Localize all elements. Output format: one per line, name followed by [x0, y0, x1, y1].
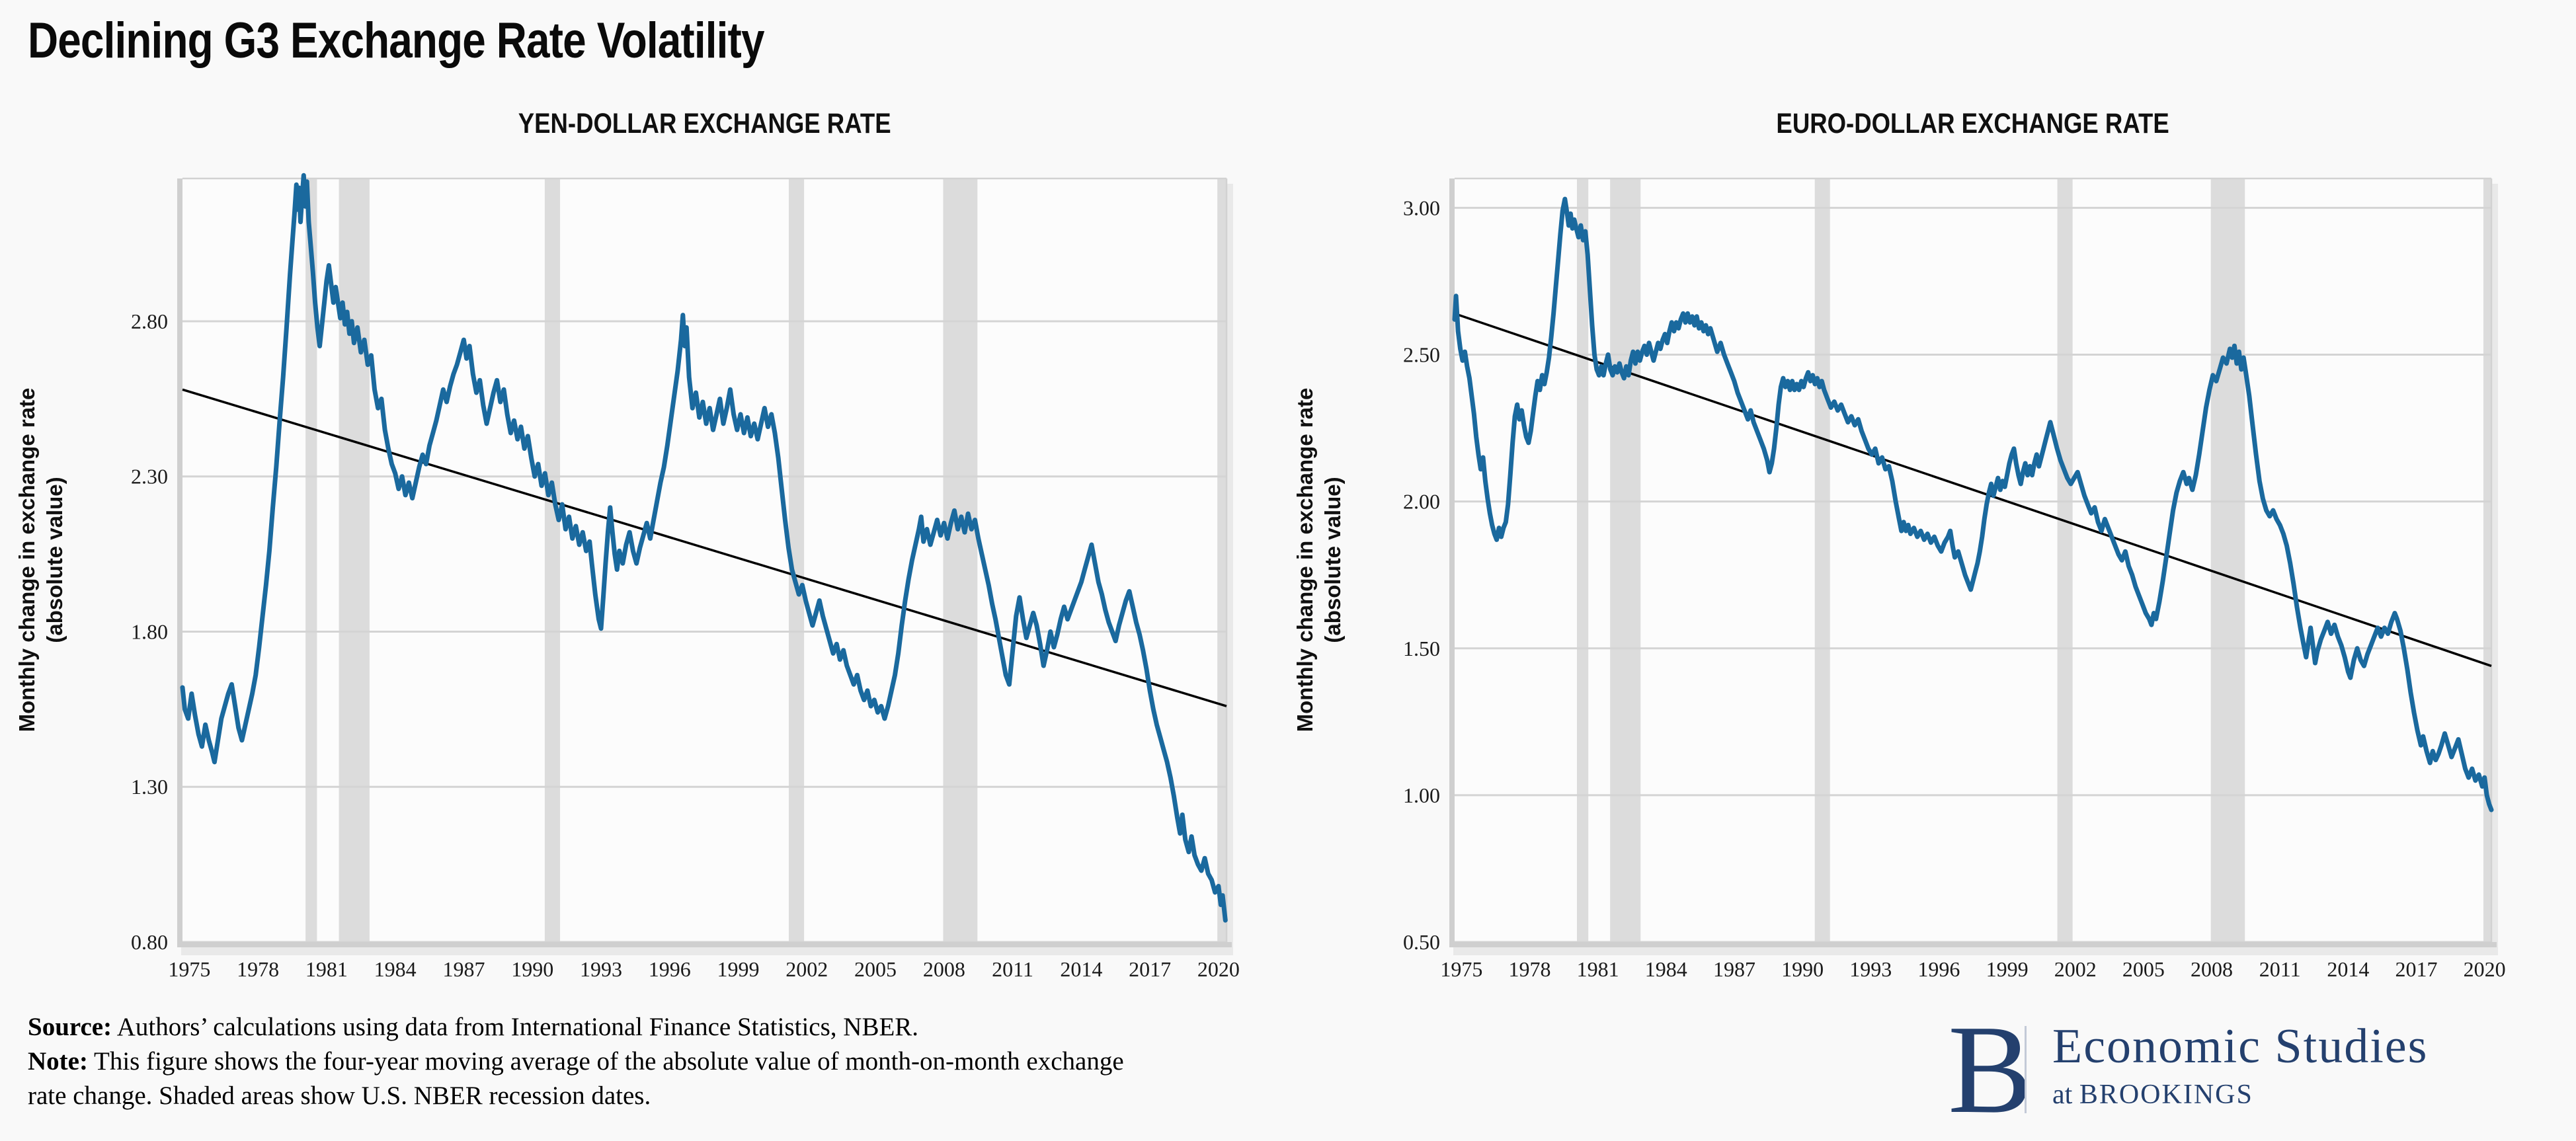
x-tick-label: 2020	[2464, 957, 2506, 981]
x-tick-label: 2008	[2191, 957, 2233, 981]
x-tick-label: 1975	[1440, 957, 1482, 981]
recession-band	[2210, 178, 2245, 942]
x-tick-label: 1999	[1986, 957, 2029, 981]
x-tick-label: 1984	[374, 957, 417, 981]
logo-text: Economic Studies at BROOKINGS	[2052, 1022, 2428, 1109]
x-tick-label: 2014	[2327, 957, 2369, 981]
note-label: Note:	[28, 1046, 88, 1076]
x-tick-label: 1981	[305, 957, 348, 981]
y-tick-label: 1.30	[131, 775, 168, 799]
x-tick-label: 1996	[649, 957, 691, 981]
x-tick-label: 1987	[442, 957, 485, 981]
y-axis-line	[1449, 178, 1455, 947]
x-tick-label: 2011	[992, 957, 1033, 981]
x-tick-label: 2005	[854, 957, 897, 981]
logo-economic-studies: Economic Studies	[2052, 1019, 2429, 1074]
recession-band	[1576, 178, 1589, 942]
page-title-text: Declining G3 Exchange Rate Volatility	[28, 13, 764, 69]
x-tick-label: 2017	[1129, 957, 1171, 981]
recession-band	[1814, 178, 1830, 942]
page-title: Declining G3 Exchange Rate Volatility	[28, 13, 905, 69]
x-tick-label: 2002	[785, 957, 828, 981]
source-line: Source: Authors’ calculations using data…	[28, 1010, 1139, 1044]
y-axis-line	[177, 178, 182, 947]
y-tick-label: 2.80	[131, 309, 168, 333]
recession-band	[339, 178, 370, 942]
x-tick-label: 1990	[511, 957, 553, 981]
x-tick-label: 2011	[2259, 957, 2301, 981]
x-tick-label: 2014	[1060, 957, 1102, 981]
note-line: Note: This figure shows the four-year mo…	[28, 1044, 1139, 1113]
brookings-monogram: B	[1948, 999, 2033, 1140]
recession-band	[305, 178, 317, 942]
x-tick-label: 1981	[1577, 957, 1619, 981]
x-tick-label: 2017	[2395, 957, 2438, 981]
x-tick-label: 1999	[717, 957, 760, 981]
y-tick-label: 3.00	[1403, 196, 1440, 219]
x-tick-label: 1993	[580, 957, 622, 981]
x-axis-line	[1449, 942, 2497, 947]
source-label: Source:	[28, 1013, 112, 1041]
y-tick-label: 0.80	[131, 930, 168, 954]
x-tick-label: 1993	[1849, 957, 1892, 981]
x-tick-label: 2005	[2122, 957, 2165, 981]
recession-band	[788, 178, 805, 942]
source-text: Authors’ calculations using data from In…	[116, 1013, 919, 1041]
x-tick-label: 1987	[1713, 957, 1755, 981]
chart-title-euro: EURO-DOLLAR EXCHANGE RATE	[1776, 108, 2170, 139]
series-line	[1452, 196, 2494, 812]
recession-band	[544, 178, 561, 942]
recession-band	[1217, 178, 1227, 942]
chart-title-yen: YEN-DOLLAR EXCHANGE RATE	[518, 108, 891, 139]
y-tick-label: 1.80	[131, 619, 168, 643]
euro-chart: 0.50 1.00 1.50 2.00 2.50 3.00 1975 1978 1981 1984…	[1403, 177, 2506, 981]
x-tick-label: 1996	[1917, 957, 1960, 981]
recession-band	[943, 178, 978, 942]
y-tick-label: 1.00	[1403, 783, 1440, 807]
x-tick-label: 2008	[923, 957, 965, 981]
recession-band	[2057, 178, 2073, 942]
x-tick-label: 2020	[1197, 957, 1240, 981]
x-tick-label: 1990	[1781, 957, 1824, 981]
series-line	[180, 173, 1228, 923]
y-tick-label: 0.50	[1403, 930, 1440, 954]
trend-line	[182, 388, 1227, 707]
x-axis-line	[177, 942, 1232, 947]
y-tick-label: 2.50	[1403, 343, 1440, 367]
note-text: This figure shows the four-year moving a…	[28, 1046, 1124, 1110]
y-tick-label: 2.00	[1403, 490, 1440, 514]
footnote: Source: Authors’ calculations using data…	[28, 1010, 1139, 1113]
logo-divider	[2025, 1026, 2027, 1113]
recession-band	[1610, 178, 1641, 942]
recession-band	[2483, 178, 2491, 942]
y-tick-label: 1.50	[1403, 637, 1440, 660]
x-tick-label: 1978	[1508, 957, 1550, 981]
x-tick-label: 2002	[2054, 957, 2097, 981]
x-tick-label: 1975	[168, 957, 210, 981]
logo-at-brookings: at BROOKINGS	[2052, 1080, 2253, 1110]
x-tick-label: 1978	[237, 957, 279, 981]
y-tick-label: 2.30	[131, 465, 168, 489]
yen-chart: 0.80 1.30 1.80 2.30 2.80 1975 1978 1981 1984 1987…	[131, 173, 1240, 981]
x-tick-label: 1984	[1645, 957, 1687, 981]
brookings-logo: B Economic Studies at BROOKINGS	[1948, 1002, 2576, 1134]
